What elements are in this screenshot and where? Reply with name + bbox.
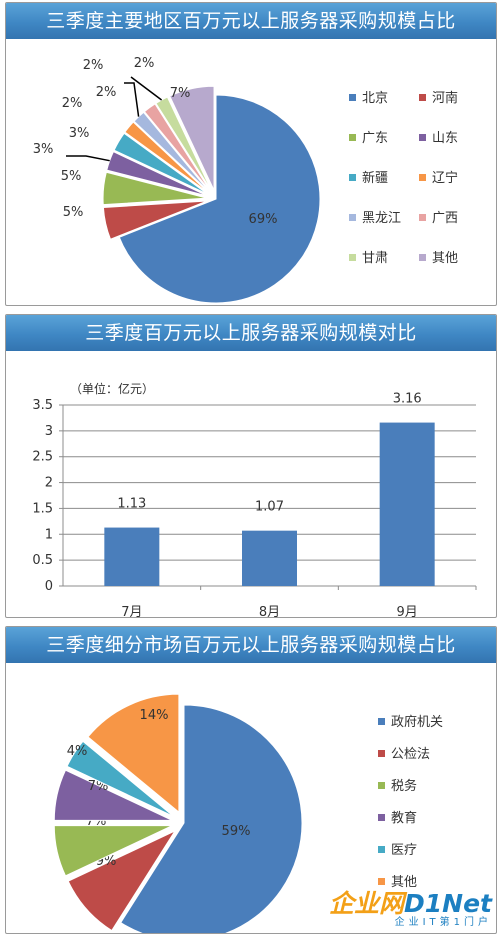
logo-wordmark: 企业网D1Net: [329, 889, 492, 918]
slice-label: 3%: [69, 126, 90, 141]
y-tick-label: 2.5: [32, 450, 53, 465]
legend-swatch: [378, 814, 385, 821]
legend-label: 税务: [391, 778, 417, 794]
legend-swatch: [378, 750, 385, 757]
legend-label: 教育: [391, 810, 417, 826]
pie-slice: [143, 103, 212, 193]
legend-label: 山东: [432, 131, 458, 146]
slice-label: 2%: [96, 85, 117, 100]
y-tick-label: 3: [45, 424, 53, 439]
pie-slice: [120, 704, 303, 933]
legend-swatch: [378, 846, 385, 853]
legend-label: 甘肃: [362, 251, 388, 266]
legend-label: 公检法: [391, 747, 430, 762]
slice-label: 3%: [33, 142, 54, 157]
slice-label: 7%: [170, 86, 191, 101]
legend-label: 广西: [432, 211, 458, 226]
bar-value-label: 1.07: [255, 500, 284, 515]
y-tick-label: 2: [45, 476, 53, 491]
legend-swatch: [419, 214, 426, 221]
region-pie-title: 三季度主要地区百万元以上服务器采购规模占比: [6, 3, 496, 39]
slice-label: 2%: [83, 58, 104, 73]
bar: [104, 527, 160, 586]
slice-label: 14%: [140, 708, 169, 723]
y-tick-label: 0.5: [32, 553, 53, 568]
slice-label: 5%: [63, 205, 84, 220]
pie-slice: [124, 121, 210, 194]
legend-label: 河南: [432, 90, 458, 106]
pie-slice: [67, 829, 177, 932]
logo-tagline: 企业IT第1门户: [394, 917, 492, 928]
bar-value-label: 3.16: [393, 392, 422, 407]
bar-value-label: 1.13: [117, 497, 146, 512]
legend-label: 其他: [432, 251, 458, 266]
legend-swatch: [378, 718, 385, 725]
bar: [379, 422, 435, 586]
bar: [242, 530, 297, 586]
pie-slice: [66, 740, 175, 818]
legend-swatch: [349, 94, 356, 101]
y-tick-label: 0: [45, 579, 53, 594]
slice-label: 2%: [62, 96, 83, 111]
x-tick-label: 8月: [259, 605, 280, 617]
leader-line: [124, 82, 140, 117]
legend-swatch: [349, 134, 356, 141]
legend-swatch: [378, 782, 385, 789]
legend-swatch: [419, 94, 426, 101]
legend-swatch: [349, 254, 356, 261]
region-pie-panel: 三季度主要地区百万元以上服务器采购规模占比 69% 5% 5% 3% 3% 2% 2% 2% 2…: [5, 2, 497, 306]
legend-label: 北京: [362, 91, 388, 106]
legend-label: 其他: [391, 875, 417, 890]
legend-label: 政府机关: [391, 715, 443, 730]
legend-swatch: [419, 174, 426, 181]
site-logo: 企业网D1Net 企业IT第1门户: [329, 891, 492, 929]
slice-label: 59%: [222, 824, 251, 839]
monthly-bar-title: 三季度百万元以上服务器采购规模对比: [6, 315, 496, 351]
legend-label: 医疗: [391, 843, 417, 858]
slice-label: 2%: [134, 56, 155, 71]
unit-note: （单位：亿元）: [70, 381, 154, 396]
legend-swatch: [419, 254, 426, 261]
leader-line: [130, 76, 163, 101]
x-tick-label: 9月: [397, 605, 418, 617]
legend-swatch: [349, 174, 356, 181]
segment-pie-panel: 三季度细分市场百万元以上服务器采购规模占比 59% 9% 7% 7% 4% 14% 政府机关…: [5, 626, 497, 934]
monthly-bar-chart: 0 0.5 1 1.5 2 2.5 3 3.5 （单位：亿元） 1.13 7月 1.07 8月 3.16 9…: [32, 381, 477, 617]
x-tick-label: 7月: [121, 605, 142, 617]
legend-label: 广东: [362, 131, 388, 146]
legend-swatch: [419, 134, 426, 141]
legend-label: 新疆: [362, 170, 388, 186]
pie-slice: [53, 825, 173, 877]
leader-line: [66, 155, 110, 162]
y-tick-label: 1: [45, 527, 53, 542]
pie-slice: [102, 200, 208, 240]
slice-label: 69%: [249, 212, 278, 227]
pie-slice: [113, 132, 209, 195]
pie-slice: [53, 769, 173, 821]
pie-slice: [133, 111, 211, 193]
legend-swatch: [349, 214, 356, 221]
monthly-bar-panel: 三季度百万元以上服务器采购规模对比 0 0.5 1 1.5 2 2.5 3 3.5 （单位：亿元…: [5, 314, 497, 618]
y-tick-label: 3.5: [32, 398, 53, 413]
legend-swatch: [378, 878, 385, 885]
pie-slice: [102, 171, 208, 206]
segment-pie-title: 三季度细分市场百万元以上服务器采购规模占比: [6, 627, 496, 663]
pie-slice: [118, 94, 321, 304]
y-tick-label: 1.5: [32, 501, 53, 516]
pie-slice: [169, 85, 215, 191]
slice-label: 4%: [67, 744, 88, 759]
legend-label: 黑龙江: [362, 211, 401, 226]
slice-label: 5%: [61, 169, 82, 184]
legend-label: 辽宁: [432, 170, 458, 186]
pie-slice: [87, 693, 180, 814]
